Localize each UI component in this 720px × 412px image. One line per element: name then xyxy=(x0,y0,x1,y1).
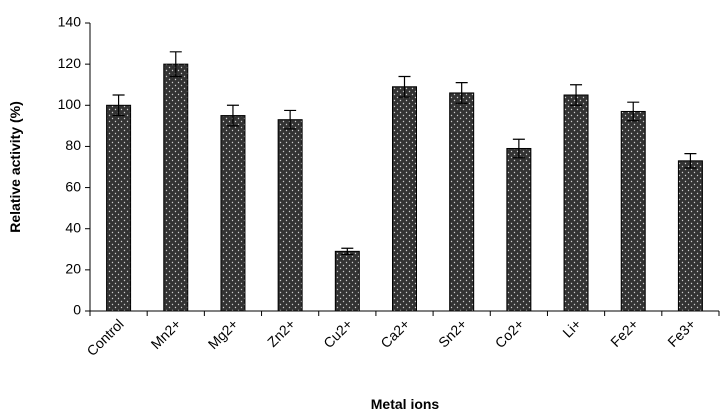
x-tick-label: Mn2+ xyxy=(148,316,184,352)
y-tick-label: 140 xyxy=(58,14,82,30)
y-tick-label: 60 xyxy=(65,178,81,194)
x-axis-label: Metal ions xyxy=(371,396,440,412)
bar xyxy=(163,63,189,312)
bar xyxy=(106,104,132,312)
bar xyxy=(563,94,589,312)
bar xyxy=(449,92,475,312)
x-tick-label: Zn2+ xyxy=(264,316,298,350)
bar xyxy=(220,115,246,312)
x-tick-label: Mg2+ xyxy=(205,316,241,352)
error-bar xyxy=(570,84,583,106)
y-tick-label: 40 xyxy=(65,219,81,235)
y-axis-label: Relative activity (%) xyxy=(7,101,23,233)
x-tick-label: Sn2+ xyxy=(435,316,470,351)
x-tick-label: Control xyxy=(83,316,126,359)
error-bar xyxy=(512,138,525,159)
x-tick-label: Ca2+ xyxy=(377,316,412,351)
error-bar xyxy=(398,75,411,98)
error-bar xyxy=(455,82,468,104)
x-tick-label: Co2+ xyxy=(492,316,527,351)
error-bar xyxy=(112,94,125,117)
error-bar xyxy=(169,51,182,78)
y-tick-label: 100 xyxy=(58,96,82,112)
error-bar xyxy=(341,247,354,256)
bar xyxy=(392,86,417,312)
x-tick-label: Cu2+ xyxy=(320,316,355,351)
x-tick-label: Fe3+ xyxy=(664,316,698,350)
error-bar xyxy=(684,153,697,169)
bar xyxy=(277,119,303,312)
y-tick-label: 120 xyxy=(58,55,82,71)
bar xyxy=(620,110,646,312)
bar xyxy=(334,250,360,312)
x-tick-label: Li+ xyxy=(559,316,584,341)
error-bar xyxy=(284,109,297,130)
error-bar xyxy=(226,104,239,127)
error-bar xyxy=(627,101,640,122)
bar xyxy=(506,147,532,312)
x-tick-label: Fe2+ xyxy=(607,316,641,350)
bar xyxy=(677,160,703,312)
y-tick-label: 0 xyxy=(73,302,81,318)
y-tick-label: 80 xyxy=(65,137,81,153)
y-tick-label: 20 xyxy=(65,261,81,277)
